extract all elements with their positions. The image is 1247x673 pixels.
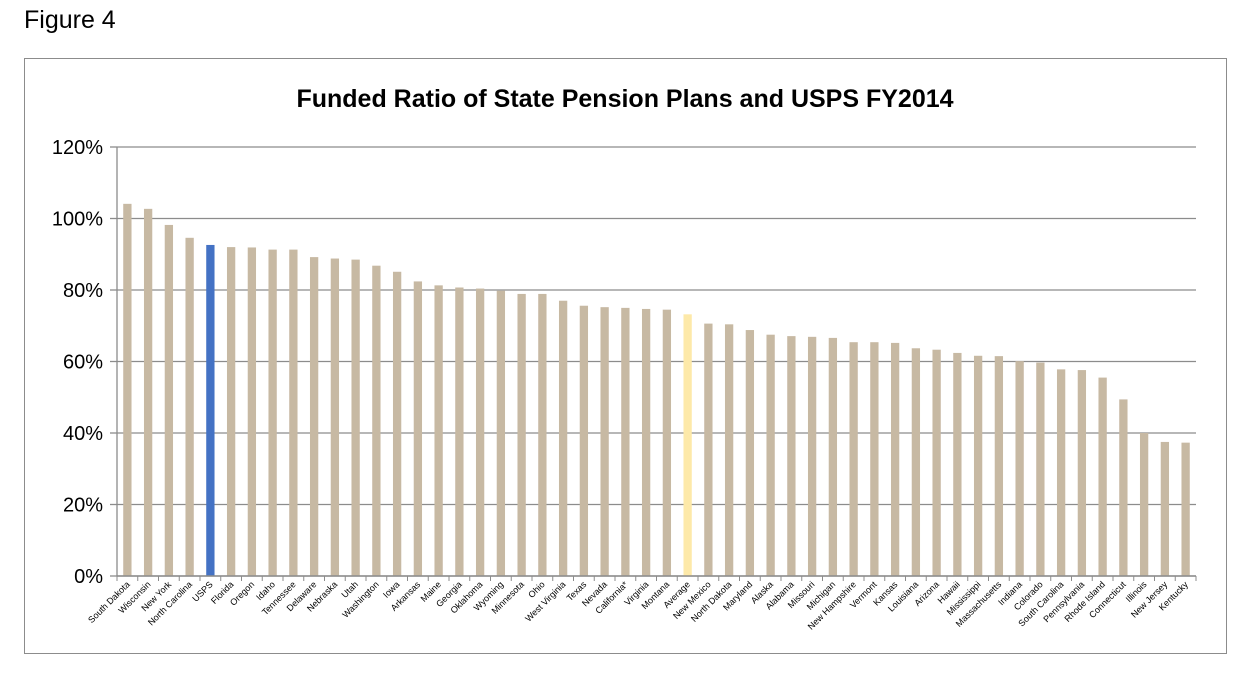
bar-idaho (268, 249, 277, 577)
bar-virginia (641, 308, 651, 576)
bar-usps (206, 244, 215, 576)
bar-iowa (392, 271, 402, 576)
bar-michigan (828, 337, 838, 576)
bar-new-york (164, 224, 174, 576)
bar-massachusetts (994, 356, 1004, 576)
bar-maine (434, 285, 443, 576)
bar-north-dakota (724, 324, 734, 576)
y-tick-label: 80% (63, 280, 103, 302)
grid-lines (116, 146, 1196, 577)
bar-ohio (538, 293, 547, 576)
bar-florida (226, 247, 236, 576)
y-tick-label: 40% (63, 423, 103, 445)
bar-texas (579, 305, 589, 576)
bar-new-mexico (704, 323, 713, 576)
bar-oregon (247, 247, 257, 576)
y-tick-label: 120% (52, 137, 103, 159)
bar-mississippi (973, 355, 983, 576)
y-axis-ticks: 0% 20% 40% 60% 80% 100% 120% (52, 137, 117, 588)
bar-wyoming (496, 290, 506, 576)
bar-wisconsin (143, 208, 153, 576)
bar-kentucky (1181, 442, 1190, 576)
bar-south-dakota (123, 203, 132, 576)
bar-nebraska (330, 258, 340, 576)
bar-north-carolina (185, 237, 194, 576)
bar-minnesota (517, 293, 526, 576)
y-tick-label: 0% (74, 566, 103, 588)
bar-california (621, 307, 630, 576)
bar-missouri (807, 336, 817, 576)
bar-indiana (1015, 361, 1024, 576)
bar-arizona (932, 349, 941, 576)
bar-delaware (309, 257, 319, 576)
bar-pennsylvania (1077, 370, 1087, 576)
y-tick-label: 60% (63, 352, 103, 374)
bar-louisiana (911, 348, 921, 576)
bar-maryland (745, 330, 755, 576)
bar-montana (662, 309, 672, 576)
bar-georgia (455, 287, 464, 576)
bar-colorado (1036, 362, 1045, 576)
bar-alabama (787, 336, 796, 576)
figure-label: Figure 4 (24, 6, 116, 34)
chart-title: Funded Ratio of State Pension Plans and … (296, 85, 953, 113)
bars (123, 203, 1190, 577)
bar-new-hampshire (849, 342, 858, 576)
bar-south-carolina (1056, 369, 1066, 576)
bar-hawaii (953, 352, 962, 576)
bar-tennessee (289, 249, 298, 577)
y-tick-label: 20% (63, 495, 103, 517)
bar-utah (351, 259, 360, 576)
bar-illinois (1139, 433, 1149, 576)
bar-connecticut (1119, 399, 1128, 576)
bar-new-jersey (1160, 441, 1170, 576)
bar-average (683, 314, 692, 576)
bar-alaska (766, 334, 775, 576)
bar-nevada (600, 307, 609, 576)
bar-arkansas (413, 281, 423, 576)
bar-west-virginia (558, 300, 568, 576)
y-tick-label: 100% (52, 209, 103, 231)
bar-oklahoma (475, 288, 485, 576)
bar-vermont (870, 342, 879, 576)
bar-washington (372, 265, 381, 576)
bar-kansas (890, 342, 900, 576)
bar-rhode-island (1098, 377, 1107, 576)
